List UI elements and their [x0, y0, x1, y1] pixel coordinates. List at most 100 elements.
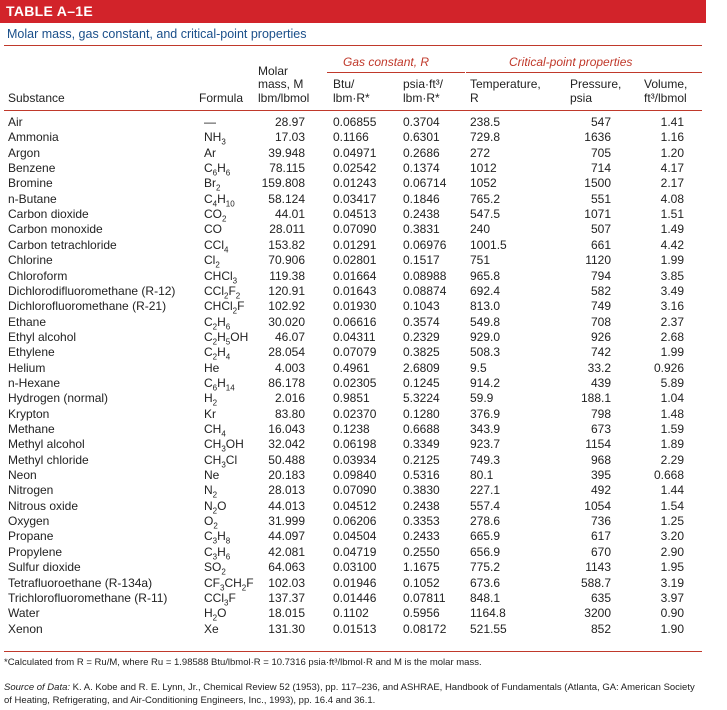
cell-substance: Methane: [8, 422, 55, 436]
cell-r-psia: 1.1675: [403, 560, 440, 575]
cell-r-btu: 0.01930: [333, 299, 377, 314]
cell-substance: Dichlorodifluoromethane (R-12): [8, 283, 176, 298]
table-subtitle: Molar mass, gas constant, and critical-p…: [7, 27, 307, 41]
cell-formula: He: [204, 360, 220, 375]
cell-volume: 4.08: [660, 191, 684, 206]
cell-r-btu: 0.04513: [333, 207, 377, 222]
cell-r-btu: 0.1238: [333, 422, 370, 436]
header-r-btu-line1: Btu/: [333, 77, 355, 91]
cell-pressure: 1636: [584, 130, 611, 145]
cell-volume: 1.90: [660, 621, 684, 636]
cell-pressure: 1120: [585, 253, 611, 268]
header-pressure-line2: psia: [570, 91, 593, 105]
cell-pressure: 742: [590, 345, 611, 360]
cell-r-btu: 0.04504: [333, 529, 377, 544]
gas-constant-group-rule: [327, 72, 465, 73]
cell-substance: Methyl alcohol: [8, 437, 85, 452]
cell-temperature: 557.4: [470, 498, 501, 513]
cell-formula: C2H6: [204, 314, 231, 331]
cell-substance: Ammonia: [8, 130, 59, 145]
header-r-psia-line2: lbm·R*: [403, 91, 440, 105]
cell-r-psia: 0.07811: [403, 590, 446, 605]
header-temperature-line1: Temperature,: [470, 77, 541, 91]
cell-volume: 1.95: [660, 560, 684, 575]
cell-molar-mass: 78.115: [269, 161, 305, 176]
cell-temperature: 9.5: [470, 360, 487, 375]
cell-volume: 1.51: [660, 207, 684, 222]
cell-r-btu: 0.01513: [333, 621, 377, 636]
cell-r-btu: 0.04311: [333, 329, 376, 344]
cell-r-psia: 0.3831: [403, 222, 440, 237]
cell-molar-mass: 70.906: [268, 253, 305, 268]
cell-r-btu: 0.01664: [333, 268, 377, 283]
cell-r-psia: 0.06976: [403, 237, 447, 252]
cell-r-btu: 0.07090: [333, 483, 377, 498]
cell-substance: Ethyl alcohol: [8, 329, 77, 344]
cell-molar-mass: 18.015: [268, 606, 305, 621]
cell-volume: 3.16: [660, 299, 684, 314]
cell-r-btu: 0.4961: [333, 360, 370, 375]
cell-temperature: 343.9: [470, 422, 501, 436]
cell-pressure: 1500: [584, 176, 611, 191]
cell-r-psia: 0.2329: [403, 329, 440, 344]
cell-volume: 3.85: [660, 268, 684, 283]
cell-substance: Tetrafluoroethane (R-134a): [8, 575, 153, 590]
cell-formula: C6H14: [204, 375, 235, 393]
cell-pressure: 798: [590, 406, 611, 421]
cell-molar-mass: 42.081: [268, 544, 305, 559]
cell-temperature: 59.9: [470, 391, 494, 406]
cell-temperature: 751: [470, 253, 491, 268]
cell-r-btu: 0.01643: [333, 283, 377, 298]
cell-substance: Propane: [8, 529, 54, 544]
cell-formula: Ar: [204, 145, 216, 160]
cell-molar-mass: 17.03: [274, 130, 305, 145]
cell-pressure: 1143: [585, 560, 611, 575]
cell-formula: C3H6: [204, 544, 231, 562]
cell-substance: Argon: [8, 145, 41, 160]
cell-temperature: 521.55: [470, 621, 507, 636]
cell-temperature: 549.8: [470, 314, 501, 329]
cell-formula: CHCl3: [204, 268, 238, 285]
cell-volume: 0.926: [653, 360, 684, 375]
cell-volume: 2.29: [660, 452, 684, 467]
cell-temperature: 914.2: [470, 375, 501, 390]
cell-molar-mass: 86.178: [268, 375, 305, 390]
cell-volume: 3.20: [660, 529, 684, 544]
cell-volume: 1.44: [660, 483, 684, 498]
cell-r-psia: 0.08988: [403, 268, 447, 283]
cell-formula: CCl4: [204, 237, 229, 255]
cell-pressure: 968: [590, 452, 611, 467]
cell-r-psia: 0.1052: [403, 575, 440, 590]
cell-molar-mass: 102.03: [268, 575, 305, 590]
cell-volume: 1.54: [660, 498, 684, 513]
cell-temperature: 278.6: [470, 514, 501, 529]
cell-formula: CO: [204, 222, 222, 237]
cell-r-btu: 0.06198: [333, 437, 377, 452]
cell-formula: O2: [204, 514, 218, 531]
cell-formula: N2O: [204, 498, 227, 516]
cell-temperature: 665.9: [470, 529, 501, 544]
cell-temperature: 1164.8: [470, 606, 506, 621]
cell-substance: Carbon tetrachloride: [8, 237, 117, 252]
cell-formula: Xe: [204, 621, 219, 636]
table-title: TABLE A–1E: [6, 3, 94, 19]
cell-pressure: 635: [590, 590, 611, 605]
header-volume-line2: ft³/lbmol: [644, 91, 687, 105]
header-formula: Formula: [199, 91, 244, 105]
cell-r-btu: 0.04719: [333, 544, 377, 559]
cell-r-btu: 0.03934: [333, 452, 377, 467]
cell-r-psia: 0.2125: [403, 452, 440, 467]
cell-volume: 1.20: [660, 145, 684, 160]
cell-pressure: 3200: [584, 606, 611, 621]
cell-substance: n-Hexane: [8, 375, 61, 390]
cell-r-btu: 0.03100: [333, 560, 377, 575]
cell-formula: CCl3F: [204, 590, 236, 608]
cell-volume: 1.41: [660, 115, 684, 129]
cell-molar-mass: 28.011: [269, 222, 305, 237]
table-bottom-rule: [4, 651, 702, 652]
cell-temperature: 1012: [470, 161, 497, 176]
cell-pressure: 705: [590, 145, 611, 160]
cell-r-psia: 0.1245: [403, 375, 440, 390]
cell-substance: Nitrogen: [8, 483, 54, 498]
cell-r-psia: 0.08172: [403, 621, 447, 636]
